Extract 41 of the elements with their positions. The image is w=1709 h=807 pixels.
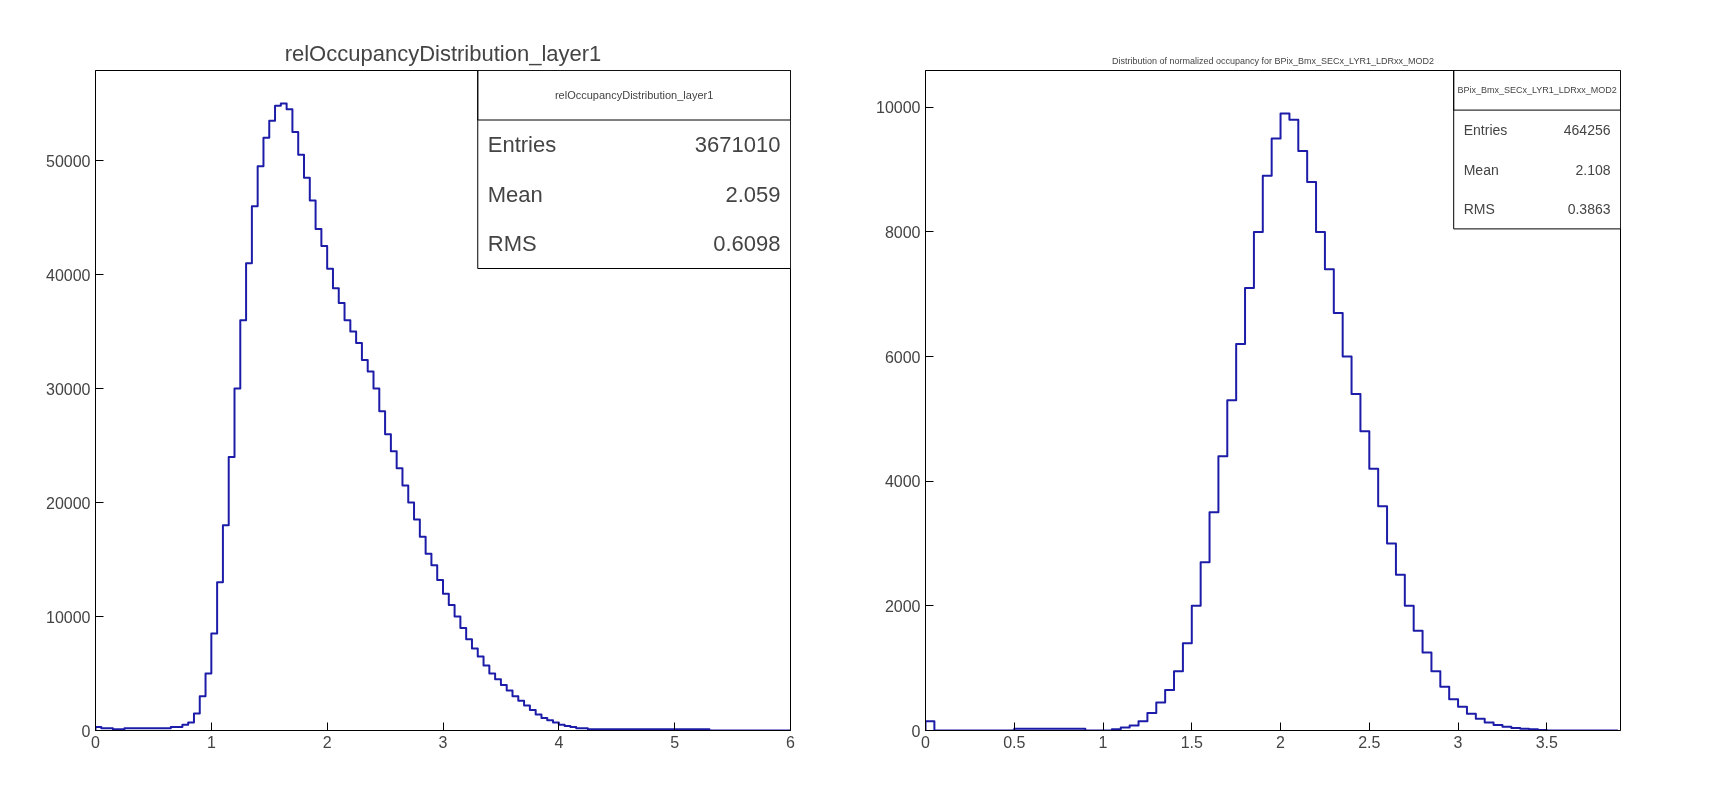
annotation: Mean — [1463, 161, 1499, 178]
annotation: Entries — [1463, 121, 1508, 138]
x-tick-label: 2 — [322, 733, 332, 751]
annotation: 3671010 — [694, 132, 781, 158]
x-tick-label: 1 — [1098, 733, 1108, 751]
y-tick-label: 4000 — [884, 473, 921, 491]
annotation: RMS — [1463, 201, 1495, 218]
chart-title: relOccupancyDistribution_layer1 — [284, 40, 602, 66]
annotation: 464256 — [1563, 121, 1611, 138]
x-tick-label: 1.5 — [1180, 733, 1204, 751]
y-tick-label: 50000 — [46, 152, 91, 170]
x-tick-label: 2 — [1276, 733, 1286, 751]
annotation: Mean — [487, 181, 543, 207]
y-tick-label: 40000 — [46, 266, 91, 284]
x-tick-label: 5 — [670, 733, 680, 751]
annotation: 0.6098 — [713, 231, 781, 257]
x-tick-label: 6 — [786, 733, 796, 751]
y-tick-label: 10000 — [876, 99, 921, 117]
annotation: Entries — [487, 132, 557, 158]
y-tick-label: 20000 — [46, 494, 91, 512]
x-tick-label: 1 — [206, 733, 216, 751]
x-tick-label: 3.5 — [1535, 733, 1559, 751]
y-tick-label: 10000 — [46, 608, 91, 626]
annotation: 0.3863 — [1567, 201, 1611, 218]
annotation: RMS — [487, 231, 537, 257]
y-tick-label: 2000 — [884, 597, 921, 615]
annotation: 2.059 — [725, 181, 781, 207]
x-tick-label: 2.5 — [1358, 733, 1381, 751]
y-tick-label: 0 — [911, 722, 921, 740]
x-tick-label: 3 — [438, 733, 448, 751]
x-tick-label: 4 — [554, 733, 564, 751]
x-tick-label: 0.5 — [1003, 733, 1026, 751]
y-tick-label: 0 — [81, 722, 91, 740]
y-tick-label: 6000 — [884, 348, 921, 366]
annotation: relOccupancyDistribution_layer1 — [554, 89, 714, 102]
x-tick-label: 3 — [1453, 733, 1463, 751]
annotation: BPix_Bmx_SECx_LYR1_LDRxx_MOD2 — [1457, 85, 1617, 96]
annotation: 2.108 — [1575, 161, 1611, 178]
chart-title: Distribution of normalized occupancy for BPix_Bmx_SECx_LYR1_LDRxx_MOD2 — [1112, 55, 1434, 66]
y-tick-label: 8000 — [884, 223, 921, 241]
y-tick-label: 30000 — [46, 380, 91, 398]
